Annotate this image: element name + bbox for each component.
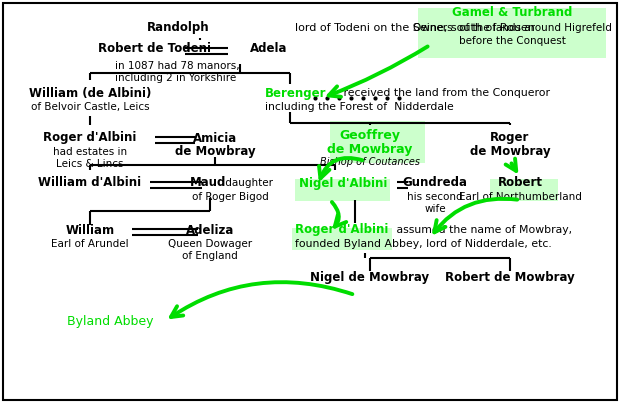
Text: Bishop of Coutances: Bishop of Coutances: [320, 157, 420, 167]
Text: William (de Albini): William (de Albini): [29, 87, 151, 100]
Text: lord of Todeni on the Seine, south of Rouen: lord of Todeni on the Seine, south of Ro…: [295, 23, 535, 33]
Text: including the Forest of  Nidderdale: including the Forest of Nidderdale: [265, 102, 454, 112]
Bar: [490, 179, 558, 201]
Text: William d'Albini: William d'Albini: [38, 177, 141, 189]
Text: Roger d'Albini: Roger d'Albini: [43, 131, 136, 145]
Text: Geoffrey: Geoffrey: [340, 129, 401, 141]
Bar: [292, 228, 392, 250]
Text: Robert de Todeni: Robert de Todeni: [99, 42, 211, 56]
Bar: [418, 8, 606, 58]
Text: Earl of Arundel: Earl of Arundel: [51, 239, 129, 249]
Text: Leics & Lincs: Leics & Lincs: [56, 159, 124, 169]
Text: in 1087 had 78 manors,: in 1087 had 78 manors,: [115, 61, 239, 71]
Text: Adela: Adela: [250, 42, 288, 56]
Text: including 2 in Yorkshire: including 2 in Yorkshire: [115, 73, 236, 83]
Text: Amicia: Amicia: [193, 131, 237, 145]
Text: de Mowbray: de Mowbray: [470, 145, 551, 158]
Text: de Mowbray: de Mowbray: [327, 143, 413, 156]
Text: de Mowbray: de Mowbray: [175, 145, 255, 158]
Text: Robert de Mowbray: Robert de Mowbray: [445, 272, 575, 285]
Text: founded Byland Abbey, lord of Nidderdale, etc.: founded Byland Abbey, lord of Nidderdale…: [295, 239, 552, 249]
Text: Gamel & Turbrand: Gamel & Turbrand: [452, 6, 572, 19]
Text: Queen Dowager: Queen Dowager: [168, 239, 252, 249]
Text: Nigel de Mowbray: Nigel de Mowbray: [311, 272, 430, 285]
Text: of England: of England: [182, 251, 238, 261]
Text: Robert: Robert: [497, 177, 542, 189]
Text: daughter: daughter: [222, 178, 273, 188]
Text: William: William: [66, 224, 115, 237]
Bar: [295, 179, 390, 201]
Text: Byland Abbey: Byland Abbey: [67, 314, 153, 328]
Text: Roger d'Albini: Roger d'Albini: [295, 224, 388, 237]
Text: Berenger: Berenger: [265, 87, 327, 100]
Text: Nigel d'Albini: Nigel d'Albini: [299, 177, 387, 189]
Text: Owners  of the lands around Higrefeld: Owners of the lands around Higrefeld: [412, 23, 611, 33]
Text: Adeliza: Adeliza: [186, 224, 234, 237]
Text: Maud: Maud: [190, 177, 226, 189]
Text: of Belvoir Castle, Leics: of Belvoir Castle, Leics: [30, 102, 149, 112]
Text: Gundreda: Gundreda: [402, 177, 467, 189]
Bar: [330, 121, 425, 163]
Text: before the Conquest: before the Conquest: [459, 36, 565, 46]
Text: assumed the name of Mowbray,: assumed the name of Mowbray,: [393, 225, 572, 235]
Text: his second: his second: [407, 192, 463, 202]
Text: Roger: Roger: [490, 131, 529, 145]
Text: had estates in: had estates in: [53, 147, 127, 157]
Text: wife: wife: [424, 204, 446, 214]
Text: Randolph: Randolph: [147, 21, 210, 35]
Text: Earl of Northumberland: Earl of Northumberland: [459, 192, 582, 202]
Text: received the land from the Conqueror: received the land from the Conqueror: [340, 88, 550, 98]
Text: of Roger Bigod: of Roger Bigod: [192, 192, 268, 202]
